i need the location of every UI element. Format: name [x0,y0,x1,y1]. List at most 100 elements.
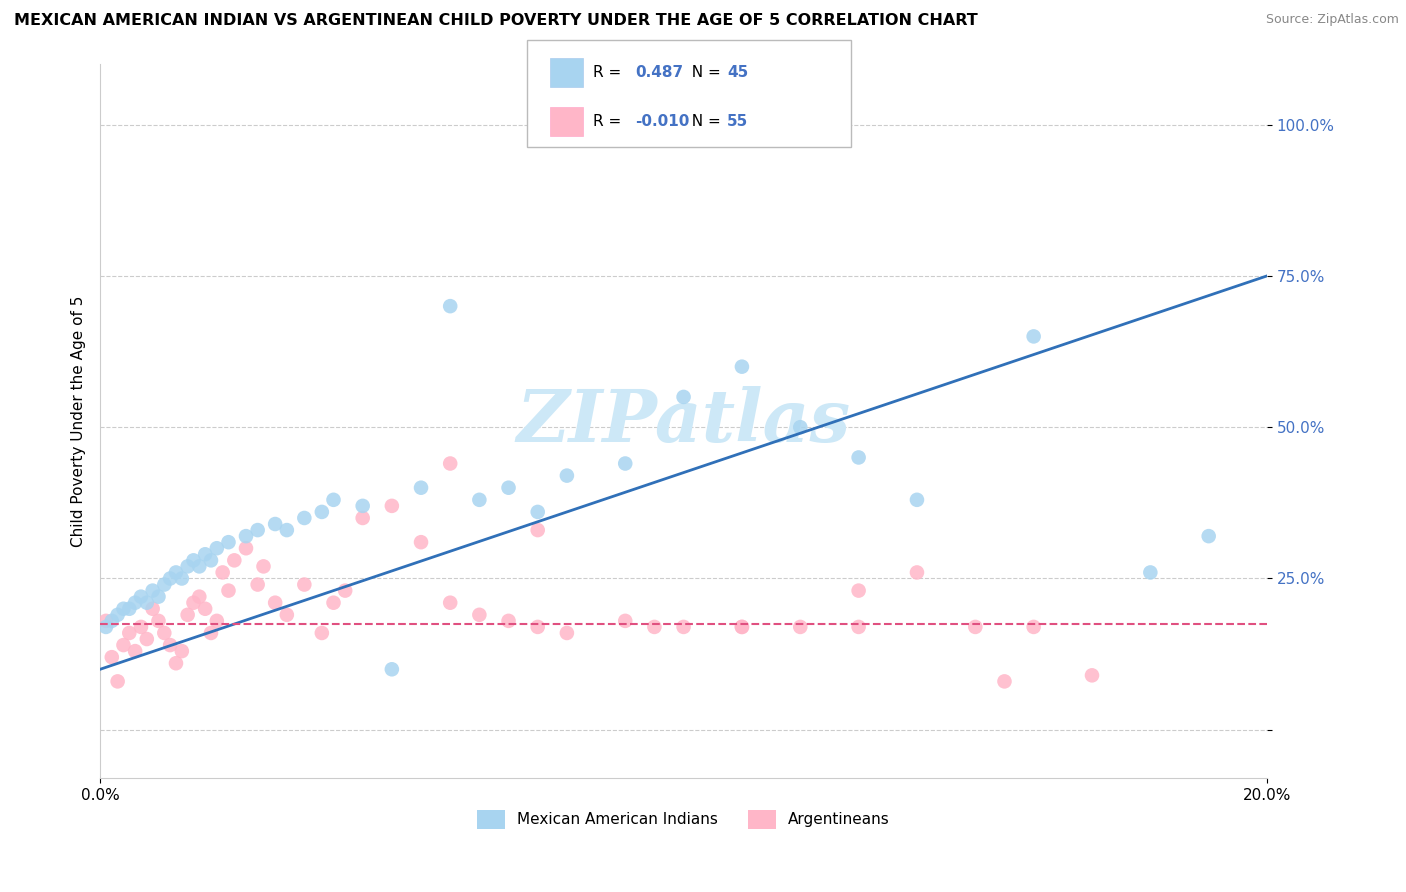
Point [322,596,344,610]
Point [148,590,170,604]
Text: R =: R = [593,114,627,128]
Point [142,601,165,615]
Point [218,583,240,598]
Text: N =: N = [682,114,725,128]
Point [1139,566,1161,580]
Point [183,596,205,610]
Point [124,644,146,658]
Point [352,499,374,513]
Point [352,511,374,525]
Point [1081,668,1104,682]
Point [993,674,1015,689]
Point [153,626,176,640]
Point [848,620,870,634]
Point [848,583,870,598]
Point [246,577,269,591]
Point [107,607,129,622]
Point [905,492,928,507]
Point [322,492,344,507]
Point [205,541,228,556]
Point [614,457,637,471]
Point [142,583,165,598]
Text: 0.487: 0.487 [636,65,683,79]
Point [614,614,637,628]
Point [124,596,146,610]
Point [135,596,157,610]
Text: R =: R = [593,65,627,79]
Point [176,559,198,574]
Point [526,523,548,537]
Point [148,614,170,628]
Point [94,614,117,628]
Point [176,607,198,622]
Text: ZIPatlas: ZIPatlas [516,385,851,457]
Point [194,601,217,615]
Point [409,481,432,495]
Point [555,468,578,483]
Point [246,523,269,537]
Point [672,620,695,634]
Text: -0.010: -0.010 [636,114,690,128]
Point [224,553,246,567]
Legend: Mexican American Indians, Argentineans: Mexican American Indians, Argentineans [471,804,896,835]
Y-axis label: Child Poverty Under the Age of 5: Child Poverty Under the Age of 5 [72,295,86,547]
Point [129,620,152,634]
Text: 45: 45 [727,65,748,79]
Point [264,516,287,531]
Point [409,535,432,549]
Point [672,390,695,404]
Point [188,559,211,574]
Point [381,662,404,676]
Point [112,601,135,615]
Point [292,577,315,591]
Point [94,620,117,634]
Point [381,499,404,513]
Point [276,607,298,622]
Point [468,492,491,507]
Point [118,626,141,640]
Point [1198,529,1220,543]
Point [129,590,152,604]
Point [555,626,578,640]
Point [526,505,548,519]
Point [439,299,461,313]
Text: Source: ZipAtlas.com: Source: ZipAtlas.com [1265,13,1399,27]
Text: 55: 55 [727,114,748,128]
Point [205,614,228,628]
Point [526,620,548,634]
Text: N =: N = [682,65,725,79]
Point [264,596,287,610]
Point [165,657,187,671]
Point [101,614,124,628]
Point [311,626,333,640]
Point [905,566,928,580]
Point [218,535,240,549]
Point [276,523,298,537]
Point [170,644,193,658]
Point [188,590,211,604]
Point [311,505,333,519]
Point [183,553,205,567]
Point [292,511,315,525]
Point [335,583,357,598]
Point [731,620,754,634]
Point [468,607,491,622]
Point [439,457,461,471]
Point [112,638,135,652]
Text: MEXICAN AMERICAN INDIAN VS ARGENTINEAN CHILD POVERTY UNDER THE AGE OF 5 CORRELAT: MEXICAN AMERICAN INDIAN VS ARGENTINEAN C… [14,13,977,29]
Point [159,572,181,586]
Point [498,481,520,495]
Point [101,650,124,665]
Point [107,674,129,689]
Point [731,359,754,374]
Point [211,566,233,580]
Point [194,547,217,561]
Point [170,572,193,586]
Point [1022,620,1045,634]
Point [135,632,157,646]
Point [439,596,461,610]
Point [118,601,141,615]
Point [200,553,222,567]
Point [731,620,754,634]
Point [235,541,257,556]
